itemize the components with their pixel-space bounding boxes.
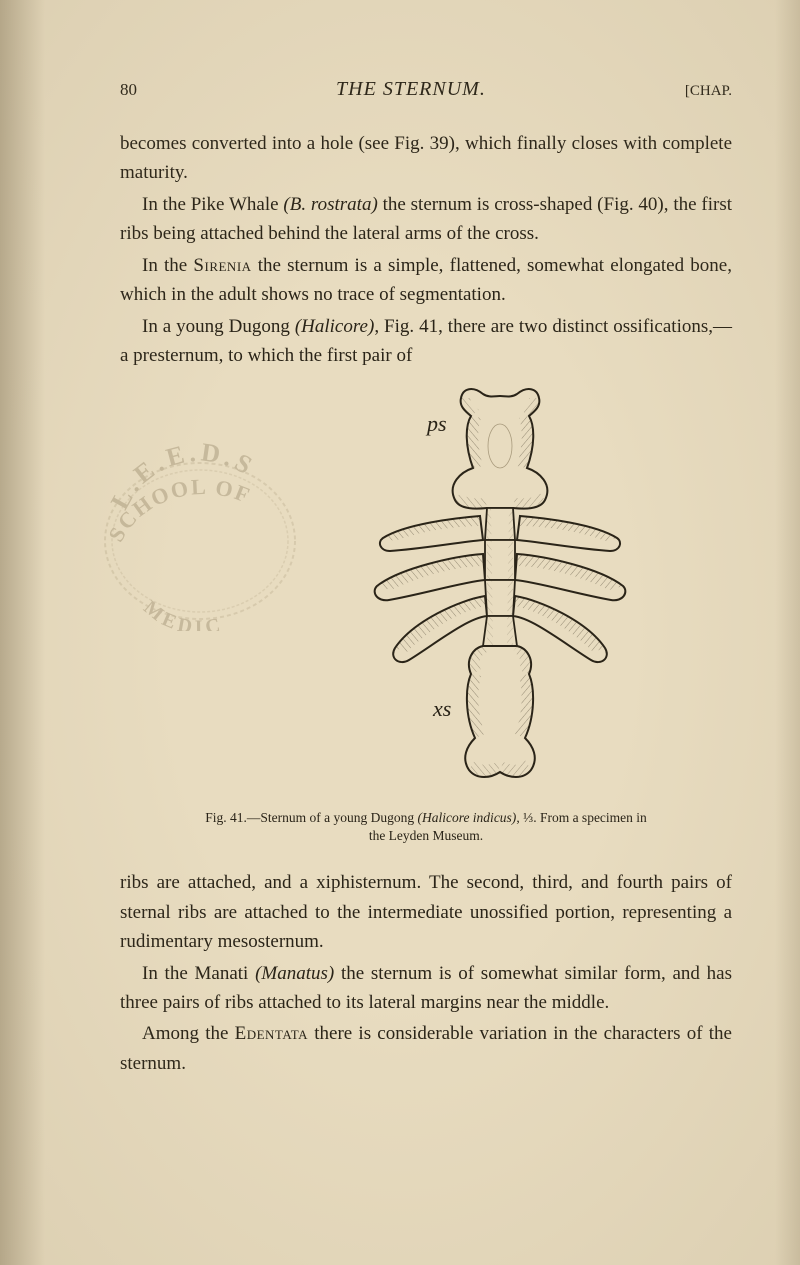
paragraph-5: ribs are attached, and a xiphisternum. T… bbox=[120, 868, 732, 956]
p6b: (Manatus) bbox=[255, 963, 334, 984]
paragraph-3: In the Sirenia the sternum is a simple, … bbox=[120, 251, 732, 310]
chap-label: [CHAP. bbox=[685, 83, 732, 100]
svg-text:SCHOOL OF: SCHOOL OF bbox=[103, 473, 255, 545]
paragraph-2: In the Pike Whale (B. rostrata) the ster… bbox=[120, 190, 732, 249]
page-title: THE STERNUM. bbox=[336, 78, 486, 101]
p3a: In the bbox=[142, 255, 193, 276]
p2a: In the Pike Whale bbox=[142, 194, 283, 215]
p5: ribs are attached, and a xiphisternum. T… bbox=[120, 872, 732, 952]
paragraph-1: becomes converted into a hole (see Fig. … bbox=[120, 129, 732, 188]
label-xs: xs bbox=[432, 696, 451, 721]
body-text-upper: becomes converted into a hole (see Fig. … bbox=[120, 129, 732, 371]
page-number: 80 bbox=[120, 80, 137, 100]
label-ps: ps bbox=[425, 411, 447, 436]
paragraph-6: In the Manati (Manatus) the sternum is o… bbox=[120, 959, 732, 1018]
cap4: the Leyden Museum. bbox=[369, 828, 483, 843]
presternum bbox=[453, 389, 548, 509]
p1-text: becomes converted into a hole (see Fig. … bbox=[120, 133, 732, 183]
figure-41: L.E.E.D.S SCHOOL OF MEDIC bbox=[120, 381, 732, 801]
svg-text:MEDIC: MEDIC bbox=[139, 596, 225, 631]
cap2: (Halicore indicus) bbox=[417, 810, 516, 825]
library-stamp: L.E.E.D.S SCHOOL OF MEDIC bbox=[90, 431, 310, 631]
stamp-mid-text: SCHOOL OF bbox=[103, 473, 255, 545]
p4a: In a young Dugong bbox=[142, 316, 295, 337]
page-shadow-left bbox=[0, 0, 45, 1265]
p2b: (B. rostrata) bbox=[283, 194, 377, 215]
page-content: 80 THE STERNUM. [CHAP. becomes converted… bbox=[0, 0, 800, 1140]
right-ribs bbox=[513, 516, 625, 662]
cap1: Fig. 41.—Sternum of a young Dugong bbox=[205, 810, 417, 825]
stamp-bot-text: MEDIC bbox=[139, 596, 225, 631]
p6a: In the Manati bbox=[142, 963, 255, 984]
body-text-lower: ribs are attached, and a xiphisternum. T… bbox=[120, 868, 732, 1078]
sternum-illustration: ps xs bbox=[365, 376, 635, 796]
p3b: Sirenia bbox=[193, 255, 251, 276]
p7b: Edentata bbox=[235, 1023, 308, 1044]
mesosternum-column bbox=[483, 508, 517, 646]
paragraph-7: Among the Edentata there is considerable… bbox=[120, 1019, 732, 1078]
page-shadow-right bbox=[775, 0, 800, 1265]
cap3: , ⅓. From a specimen in bbox=[516, 810, 646, 825]
left-ribs bbox=[375, 516, 487, 662]
p4b: (Halicore) bbox=[295, 316, 375, 337]
figure-caption: Fig. 41.—Sternum of a young Dugong (Hali… bbox=[120, 809, 732, 847]
paragraph-4: In a young Dugong (Halicore), Fig. 41, t… bbox=[120, 312, 732, 371]
xiphisternum bbox=[465, 646, 535, 777]
p7a: Among the bbox=[142, 1023, 235, 1044]
page-header: 80 THE STERNUM. [CHAP. bbox=[120, 78, 732, 101]
